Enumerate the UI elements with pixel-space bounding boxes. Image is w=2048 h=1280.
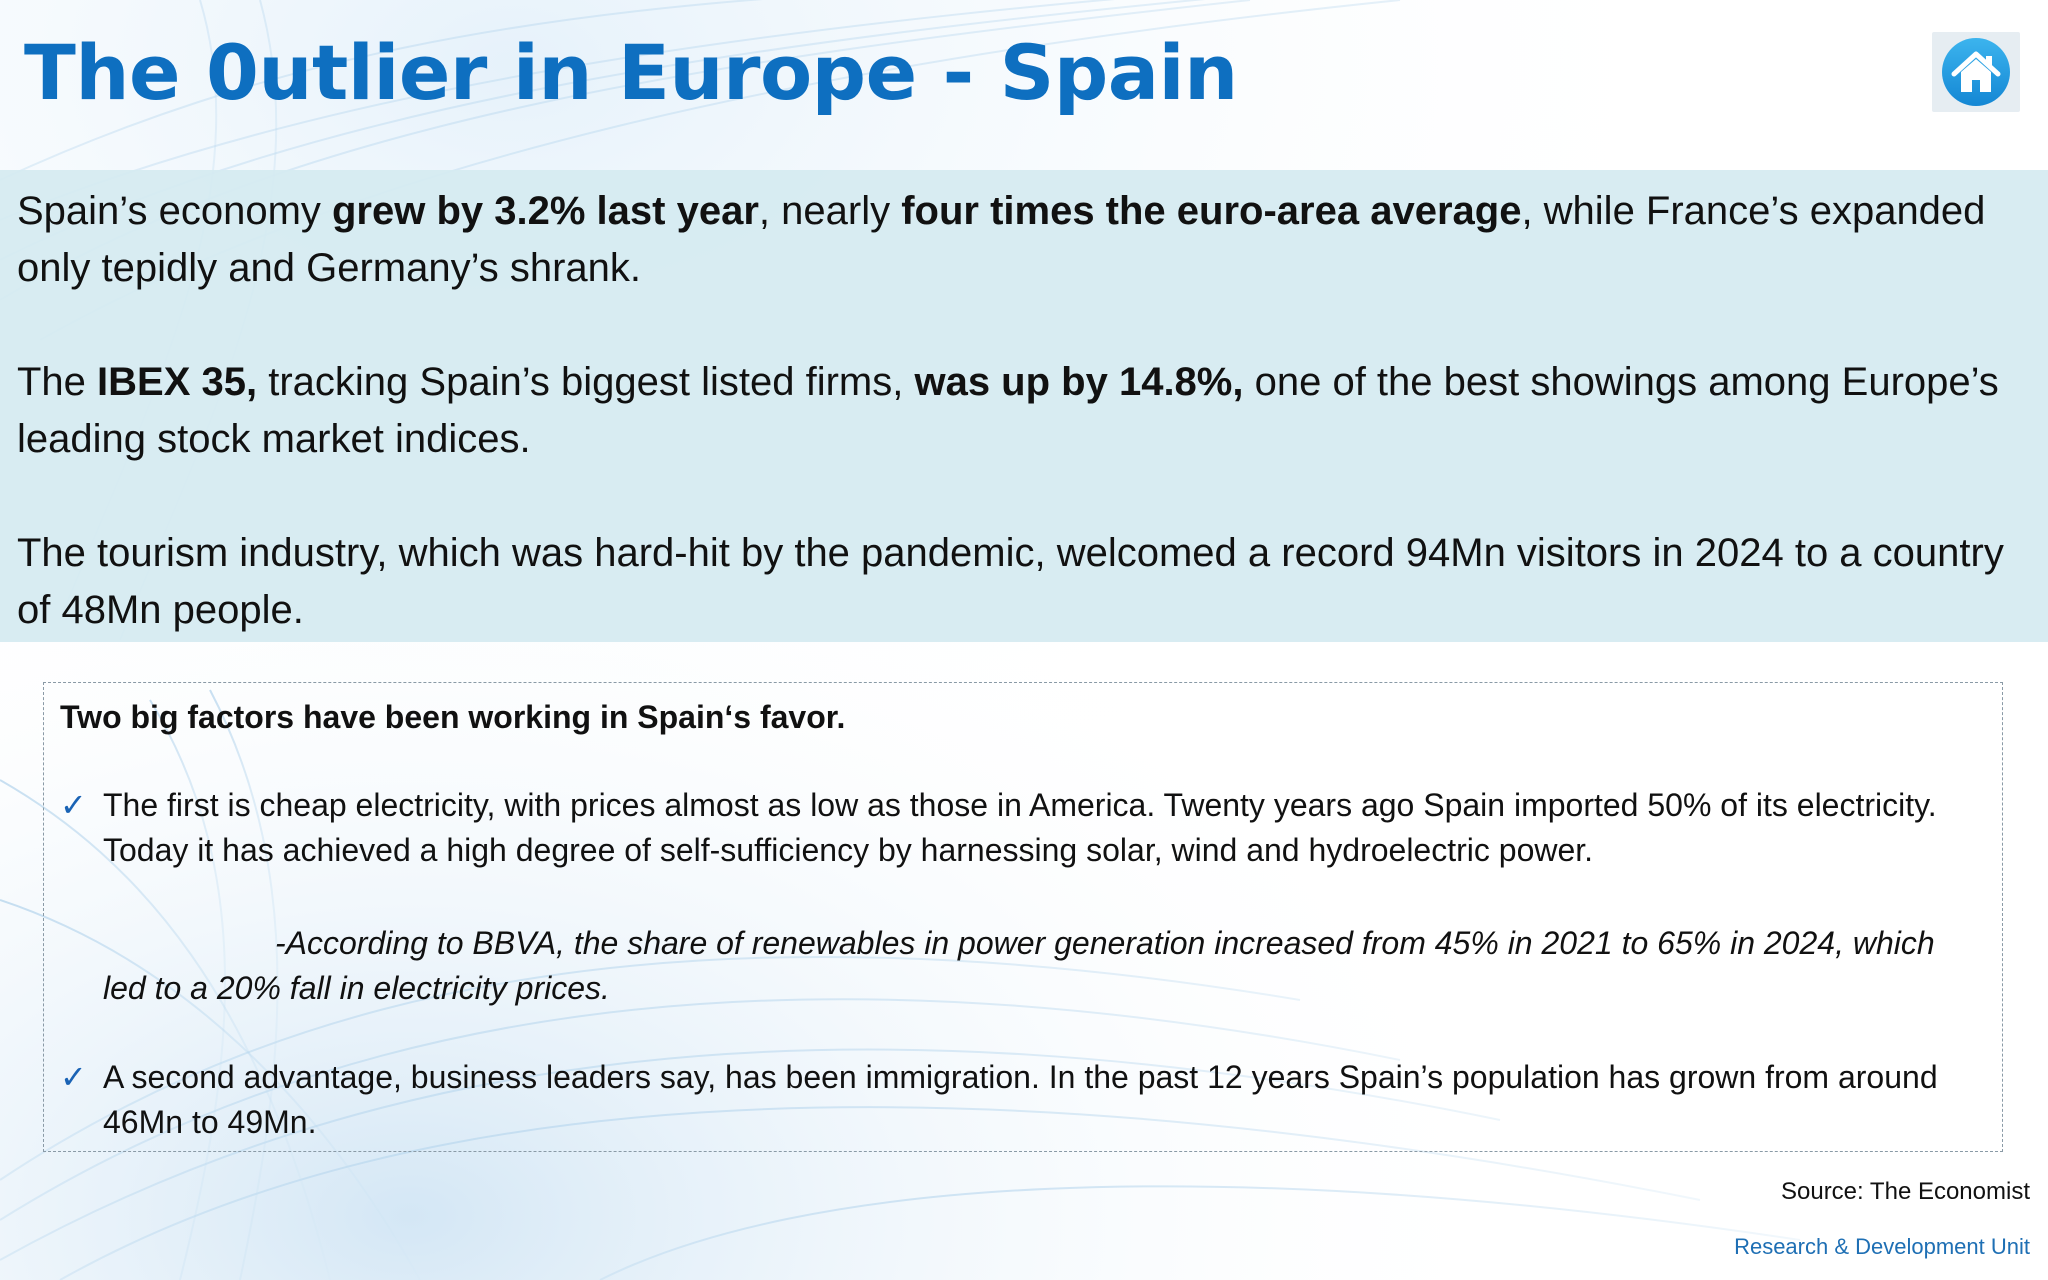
home-button[interactable] [1932, 32, 2020, 112]
highlight-band [0, 170, 2048, 642]
renewables-quote: -According to BBVA, the share of renewab… [103, 925, 1935, 1006]
checkmark-icon: ✓ [60, 1058, 87, 1096]
checkmark-icon: ✓ [60, 786, 87, 824]
economy-growth-paragraph: Spain’s economy grew by 3.2% last year, … [17, 189, 1986, 290]
factor-text: The first is cheap electricity, with pri… [103, 787, 1937, 868]
ibex-paragraph: The IBEX 35, tracking Spain’s biggest li… [17, 360, 1999, 461]
tourism-paragraph: The tourism industry, which was hard-hit… [17, 531, 2004, 632]
factors-heading: Two big factors have been working in Spa… [60, 699, 846, 735]
page-title: The 0utlier in Europe - Spain [24, 28, 1238, 117]
home-icon [1942, 38, 2010, 106]
factors-box: Two big factors have been working in Spa… [43, 682, 2003, 1152]
factor-text: A second advantage, business leaders say… [103, 1059, 1938, 1140]
source-note: Source: The Economist [1780, 1178, 2030, 1205]
footer-unit-label: Research & Development Unit [1734, 1234, 2030, 1259]
